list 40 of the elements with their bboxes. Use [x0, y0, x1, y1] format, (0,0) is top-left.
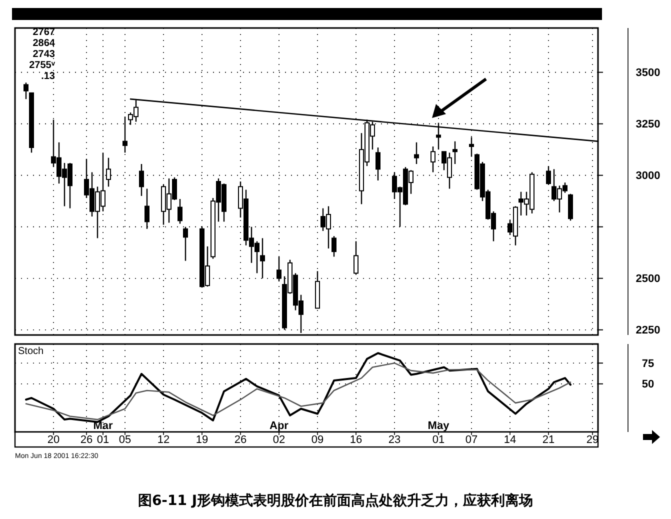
y-tick-label: 3250: [636, 118, 660, 131]
x-tick-label: 05: [118, 434, 132, 446]
y-tick-label: 3500: [636, 67, 660, 80]
x2-tick-label: Apr: [270, 420, 290, 432]
y-tick-label: 2250: [636, 324, 660, 337]
x-tick-label: 09: [311, 434, 324, 446]
candlestick: [332, 236, 336, 258]
x-tick-label: 01: [432, 434, 445, 446]
x-tick-label: 02: [272, 434, 286, 446]
candlestick: [139, 163, 144, 197]
candlestick: [24, 82, 28, 100]
annotation: 2743: [32, 49, 56, 60]
annotation: 2755ᵛ: [29, 60, 56, 71]
y-tick-label: 3000: [636, 170, 660, 182]
annotation: .13: [41, 71, 56, 82]
x-tick-label: 26: [234, 434, 247, 446]
x2-tick-label: Mar: [93, 420, 114, 432]
x2-tick-label: May: [428, 420, 450, 432]
x-tick-label: 12: [157, 434, 170, 446]
text: 图6-11 J形钩模式表明股价在前面高点处欲升乏力，应获利离场: [138, 492, 534, 509]
x-tick-label: 07: [465, 434, 478, 446]
x-tick-label: 21: [542, 434, 555, 446]
y-tick-label: 2500: [636, 273, 660, 286]
x-tick-label: 16: [350, 434, 362, 446]
y-tick-label: 75: [642, 358, 654, 370]
x-tick-label: 14: [504, 434, 516, 446]
x-tick-label: 01: [96, 434, 110, 446]
candlestick: [568, 193, 573, 222]
candlestick: [452, 140, 458, 165]
x-tick-label: 19: [196, 434, 208, 446]
x-tick-label: 20: [47, 434, 60, 446]
line-series: [25, 362, 572, 420]
chart-title: Stoch: [18, 346, 44, 357]
candlestick: [178, 198, 182, 224]
annotation: 2864: [32, 38, 56, 49]
y-tick-label: 50: [642, 378, 654, 391]
x-tick-label: 23: [388, 434, 401, 446]
x-tick-label: 26: [80, 434, 93, 446]
candlestick: [430, 146, 436, 173]
candlestick: [414, 142, 419, 165]
